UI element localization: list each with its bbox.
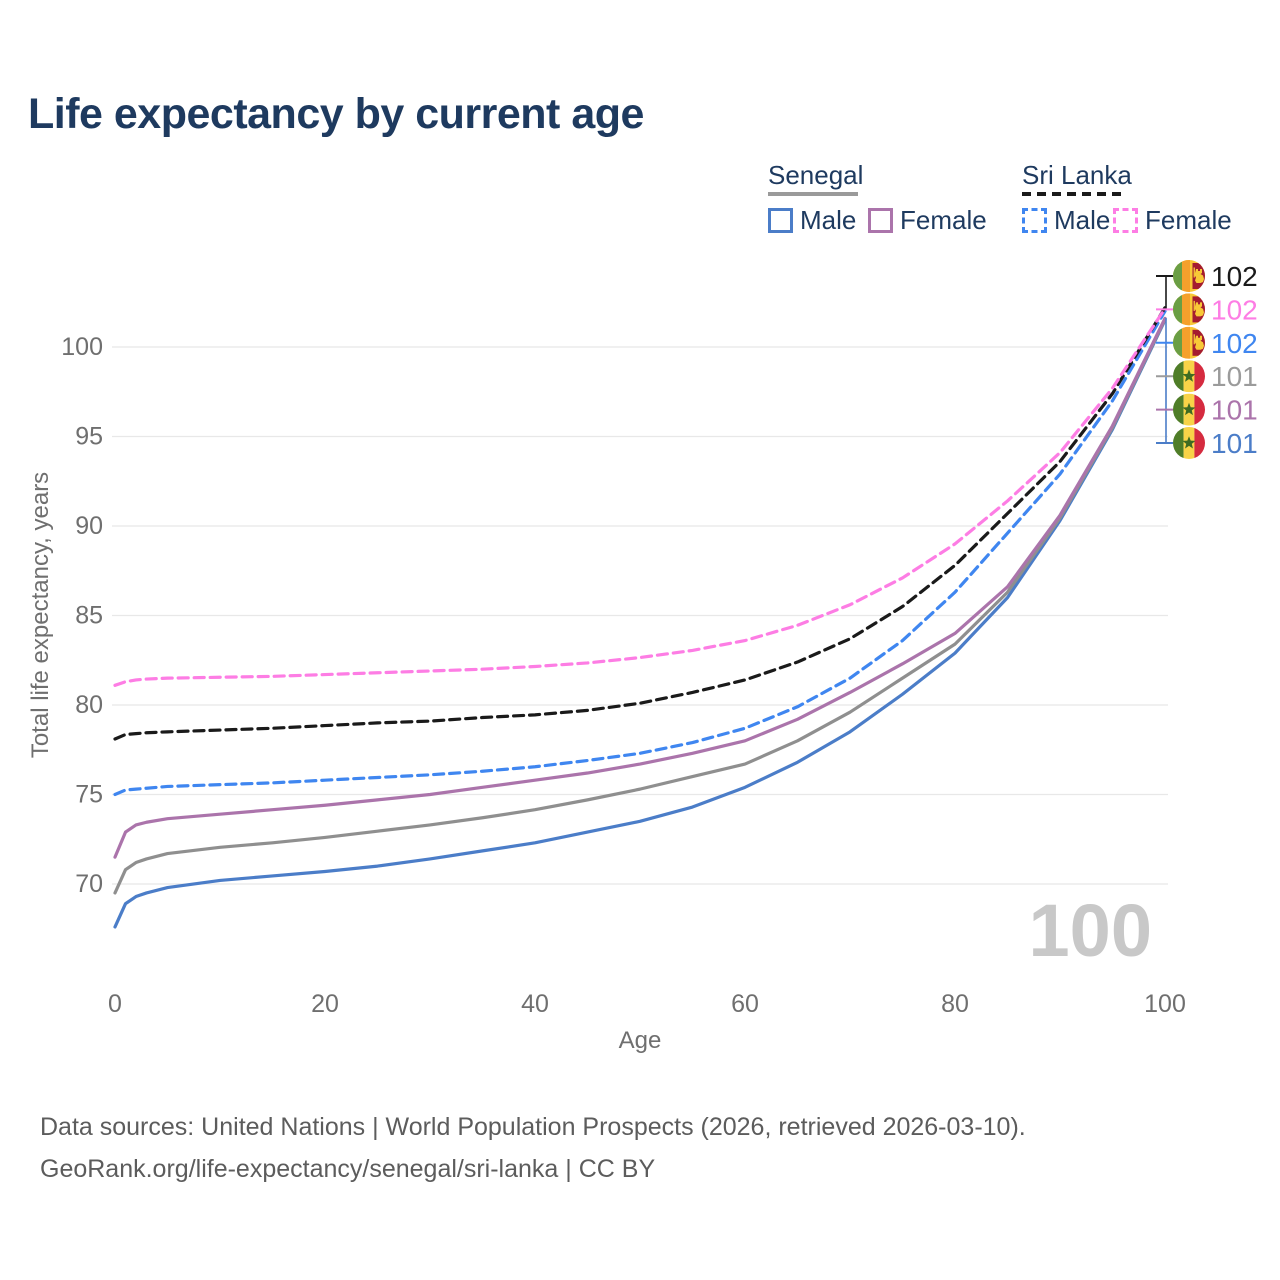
- x-axis-ticks: 0 20 40 60 80 100: [108, 990, 1186, 1018]
- end-label-senegal-female: 101: [1156, 394, 1258, 426]
- end-value: 102: [1211, 328, 1258, 359]
- series-line-sri-lanka-male[interactable]: [113, 309, 1167, 797]
- end-value: 101: [1211, 395, 1258, 426]
- end-label-senegal-male: 101: [1156, 427, 1258, 459]
- end-value: 102: [1211, 261, 1258, 292]
- end-value: 101: [1211, 428, 1258, 459]
- flag-icon: [1173, 360, 1205, 392]
- flag-icon: [1173, 260, 1205, 292]
- x-tick: 60: [731, 990, 759, 1018]
- end-label-sri-lanka-both: 102: [1156, 260, 1258, 292]
- chart-series-lines[interactable]: [113, 306, 1167, 929]
- senegal-female-swatch-icon: [868, 208, 893, 233]
- y-tick: 75: [75, 781, 103, 809]
- legend-item-label: Female: [900, 205, 987, 235]
- legend-item-sri-lanka-male[interactable]: Male: [1022, 205, 1110, 236]
- y-tick: 95: [75, 423, 103, 451]
- source-line-1: Data sources: United Nations | World Pop…: [40, 1113, 1026, 1141]
- x-axis-title: Age: [619, 1027, 662, 1054]
- flag-icon: [1173, 394, 1205, 426]
- sri-lanka-male-swatch-icon: [1022, 208, 1047, 233]
- series-line-sri-lanka-female[interactable]: [113, 306, 1167, 687]
- legend-item-sri-lanka-female[interactable]: Female: [1113, 205, 1232, 236]
- legend-sri-lanka-line-sample: [1022, 192, 1124, 196]
- legend-item-label: Male: [800, 205, 857, 235]
- series-line-sri-lanka-both-sexes[interactable]: [113, 306, 1167, 741]
- series-line-senegal-male[interactable]: [113, 318, 1167, 929]
- y-axis-ticks: 70 75 80 85 90 95 100: [61, 333, 103, 898]
- end-value: 101: [1211, 361, 1258, 392]
- x-tick: 40: [521, 990, 549, 1018]
- y-tick: 90: [75, 512, 103, 540]
- legend-group-sri-lanka[interactable]: Sri Lanka: [1022, 160, 1132, 190]
- senegal-male-swatch-icon: [768, 208, 793, 233]
- end-value: 102: [1211, 294, 1258, 325]
- sri-lanka-female-swatch-icon: [1113, 208, 1138, 233]
- age-watermark: 100: [1029, 889, 1152, 972]
- legend-group-senegal[interactable]: Senegal: [768, 160, 864, 190]
- y-tick: 80: [75, 691, 103, 719]
- gridlines: [112, 346, 1168, 885]
- y-axis-title: Total life expectancy, years: [27, 472, 54, 758]
- legend-item-label: Male: [1054, 205, 1111, 235]
- legend-item-label: Female: [1145, 205, 1232, 235]
- y-tick: 85: [75, 602, 103, 630]
- x-tick: 100: [1144, 990, 1186, 1018]
- legend-senegal-line-sample: [768, 192, 858, 196]
- end-label-senegal-both: 101: [1156, 360, 1258, 393]
- x-tick: 80: [941, 990, 969, 1018]
- x-tick: 20: [311, 990, 339, 1018]
- page-title: Life expectancy by current age: [28, 90, 644, 138]
- legend-item-senegal-female[interactable]: Female: [868, 205, 987, 236]
- x-tick: 0: [108, 990, 122, 1018]
- y-tick: 100: [61, 333, 103, 361]
- y-tick: 70: [75, 870, 103, 898]
- source-attribution: Data sources: United Nations | World Pop…: [40, 1106, 1026, 1190]
- flag-icon: [1173, 327, 1205, 359]
- legend-item-senegal-male[interactable]: Male: [768, 205, 856, 236]
- flag-icon: [1173, 427, 1205, 459]
- flag-icon: [1173, 293, 1205, 325]
- end-label-sri-lanka-female: 102: [1156, 293, 1258, 326]
- series-line-senegal-female[interactable]: [113, 316, 1167, 859]
- source-line-2: GeoRank.org/life-expectancy/senegal/sri-…: [40, 1155, 656, 1183]
- series-line-senegal-both-sexes[interactable]: [113, 317, 1167, 895]
- end-label-sri-lanka-male: 102: [1156, 327, 1258, 359]
